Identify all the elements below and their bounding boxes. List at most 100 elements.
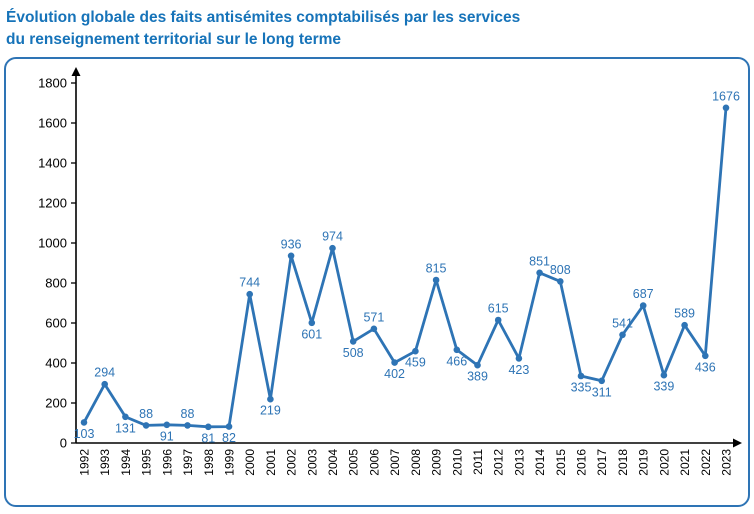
x-tick-label: 2002 — [285, 449, 299, 476]
y-tick-label: 1000 — [38, 235, 67, 250]
x-tick-label: 2004 — [326, 449, 340, 476]
data-point — [225, 423, 233, 430]
data-label: 131 — [115, 421, 136, 435]
x-tick-label: 2016 — [575, 449, 589, 476]
x-tick-label: 1994 — [119, 449, 133, 476]
data-label: 508 — [343, 346, 364, 360]
data-label: 1676 — [712, 89, 740, 103]
data-label: 88 — [181, 407, 195, 421]
x-tick-label: 1996 — [160, 449, 174, 476]
data-label: 815 — [426, 261, 447, 275]
x-tick-label: 1993 — [98, 449, 112, 476]
x-tick-label: 2007 — [388, 449, 402, 476]
data-point — [205, 423, 212, 431]
x-tick-label: 2018 — [616, 449, 630, 476]
data-point — [453, 346, 461, 354]
x-tick-label: 2008 — [409, 449, 423, 476]
data-label: 91 — [160, 429, 174, 443]
data-point — [163, 421, 171, 429]
x-tick-label: 2013 — [512, 449, 526, 476]
data-label: 936 — [281, 237, 302, 251]
data-label: 571 — [363, 310, 384, 324]
x-tick-label: 2014 — [533, 449, 547, 476]
data-label: 423 — [508, 363, 529, 377]
data-label: 851 — [529, 254, 550, 268]
x-tick-label: 2023 — [720, 449, 734, 476]
y-tick-label: 1600 — [38, 115, 67, 130]
data-label: 687 — [633, 287, 654, 301]
chart-title-line1: Évolution globale des faits antisémites … — [6, 9, 521, 26]
data-point — [702, 352, 709, 360]
x-tick-label: 1992 — [78, 449, 92, 476]
data-point — [370, 325, 378, 333]
data-label: 744 — [239, 276, 260, 290]
x-tick-label: 1999 — [223, 449, 237, 476]
y-axis-arrow — [71, 66, 81, 76]
data-label: 974 — [322, 230, 343, 244]
data-point — [287, 252, 295, 260]
data-label: 339 — [653, 380, 674, 394]
data-point — [122, 413, 129, 421]
data-point — [474, 361, 481, 369]
data-label: 219 — [260, 404, 281, 418]
data-point — [246, 290, 253, 298]
data-label: 311 — [592, 385, 612, 399]
data-point — [432, 276, 440, 284]
data-label: 103 — [74, 427, 95, 441]
x-tick-label: 2003 — [305, 449, 319, 476]
data-point — [412, 347, 419, 355]
x-axis-arrow — [733, 438, 742, 448]
x-tick-label: 2001 — [264, 449, 278, 476]
y-tick-label: 1200 — [38, 195, 67, 210]
x-tick-label: 2012 — [492, 449, 506, 476]
x-tick-label: 2000 — [243, 449, 257, 476]
data-point — [329, 244, 336, 252]
data-point — [660, 371, 668, 379]
x-tick-label: 2017 — [595, 449, 609, 476]
data-point — [267, 395, 274, 403]
x-tick-label: 2020 — [657, 449, 671, 476]
data-point — [536, 269, 543, 277]
data-point — [142, 422, 150, 429]
x-tick-label: 2021 — [678, 449, 692, 476]
data-point — [577, 372, 585, 380]
x-tick-label: 1995 — [140, 449, 154, 476]
y-tick-label: 200 — [45, 395, 67, 410]
x-tick-label: 2005 — [347, 449, 361, 476]
y-tick-label: 600 — [45, 315, 67, 330]
data-label: 82 — [222, 431, 236, 445]
chart-line — [82, 106, 728, 429]
data-point — [184, 422, 191, 429]
y-tick-label: 1800 — [38, 75, 67, 90]
x-tick-label: 2015 — [554, 449, 568, 476]
data-label: 466 — [446, 354, 467, 368]
data-point — [681, 321, 688, 329]
x-tick-label: 2006 — [367, 449, 381, 476]
data-point — [619, 331, 626, 339]
x-tick-label: 1997 — [181, 449, 195, 476]
data-point — [639, 302, 647, 309]
x-tick-label: 2022 — [699, 449, 713, 476]
data-label: 601 — [301, 327, 322, 341]
data-label: 436 — [695, 360, 716, 374]
y-tick-label: 400 — [45, 355, 67, 370]
y-tick-label: 800 — [45, 275, 67, 290]
data-point — [308, 319, 316, 327]
data-label: 808 — [550, 263, 571, 277]
data-label: 459 — [405, 356, 426, 370]
x-tick-label: 1998 — [202, 449, 216, 476]
data-point — [515, 355, 523, 362]
x-tick-label: 2009 — [430, 449, 444, 476]
data-label: 402 — [384, 367, 405, 381]
data-point — [391, 359, 398, 366]
chart-container: 0 200 400 600 800 1000 1200 1400 1600 1800 1992 199… — [4, 56, 750, 507]
data-label: 389 — [467, 370, 488, 384]
data-label: 541 — [612, 316, 633, 330]
data-label: 589 — [674, 307, 695, 321]
data-point — [101, 380, 108, 388]
y-tick-label: 0 — [60, 435, 67, 450]
x-tick-label: 2019 — [637, 449, 651, 476]
data-point — [349, 338, 357, 345]
data-point — [80, 419, 88, 426]
